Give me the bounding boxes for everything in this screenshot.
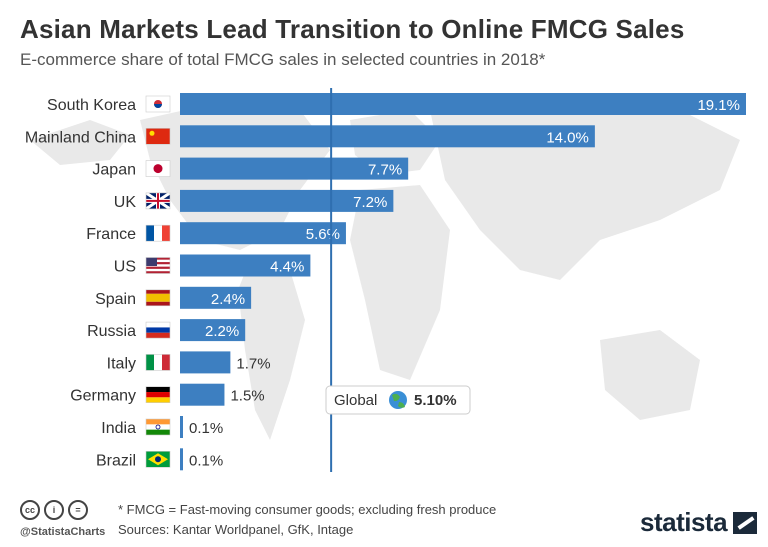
value-label: 7.7%	[368, 162, 402, 179]
china-flag	[145, 128, 171, 145]
category-label: US	[114, 259, 136, 276]
cc-icon: cc	[20, 500, 40, 520]
category-label: Mainland China	[25, 129, 136, 146]
nd-icon: =	[68, 500, 88, 520]
france-flag	[145, 224, 171, 242]
bar	[180, 351, 231, 374]
category-label: Spain	[95, 291, 136, 308]
bar	[180, 448, 183, 471]
bar	[180, 319, 246, 342]
bar	[180, 286, 252, 309]
value-label: 4.4%	[270, 259, 304, 276]
category-label: Russia	[87, 323, 136, 340]
russia-flag	[145, 321, 171, 339]
brand-name: statista	[640, 507, 728, 537]
germany-flag	[145, 386, 171, 404]
bar	[180, 383, 225, 406]
license-icons: cc i =	[20, 500, 88, 520]
south-korea-flag	[145, 95, 171, 113]
value-label: 1.7%	[236, 355, 270, 372]
bar	[180, 189, 394, 212]
statista-mark-icon	[733, 511, 758, 534]
value-label: 0.1%	[189, 452, 223, 469]
source-note: Sources: Kantar Worldpanel, GfK, Intage	[118, 522, 354, 537]
footnote: * FMCG = Fast-moving consumer goods; exc…	[118, 502, 497, 517]
us-flag	[145, 257, 171, 274]
value-label: 0.1%	[189, 420, 223, 437]
category-label: Italy	[107, 355, 136, 372]
category-label: South Korea	[47, 97, 136, 114]
global-label: Global	[334, 392, 377, 409]
category-label: Japan	[92, 162, 136, 179]
japan-flag	[145, 160, 171, 177]
value-label: 2.4%	[211, 291, 245, 308]
by-icon: i	[44, 500, 64, 520]
bar	[180, 222, 346, 245]
value-label: 2.2%	[205, 323, 239, 340]
india-flag	[145, 418, 171, 436]
category-label: Brazil	[96, 452, 136, 469]
category-label: France	[86, 226, 136, 243]
italy-flag	[145, 354, 171, 371]
chart-title: Asian Markets Lead Transition to Online …	[20, 14, 685, 44]
value-label: 14.0%	[546, 129, 589, 146]
bar	[180, 125, 595, 148]
bar	[180, 93, 746, 115]
twitter-handle[interactable]: @StatistaCharts	[20, 526, 106, 538]
value-label: 5.6%	[306, 226, 340, 243]
brazil-flag	[145, 450, 171, 468]
value-label: 19.1%	[697, 97, 740, 114]
category-label: India	[101, 420, 136, 437]
statista-logo[interactable]: statista	[640, 507, 758, 538]
category-label: UK	[114, 194, 137, 211]
bar	[180, 254, 311, 277]
bar	[180, 416, 183, 438]
bar	[180, 157, 409, 180]
spain-flag	[145, 289, 171, 307]
uk-flag	[145, 191, 171, 211]
value-label: 7.2%	[353, 194, 387, 211]
category-label: Germany	[70, 388, 136, 405]
chart-subtitle: E-commerce share of total FMCG sales in …	[20, 50, 546, 69]
value-label: 1.5%	[230, 388, 264, 405]
global-value: 5.10%	[414, 392, 457, 409]
globe-icon	[389, 391, 407, 409]
